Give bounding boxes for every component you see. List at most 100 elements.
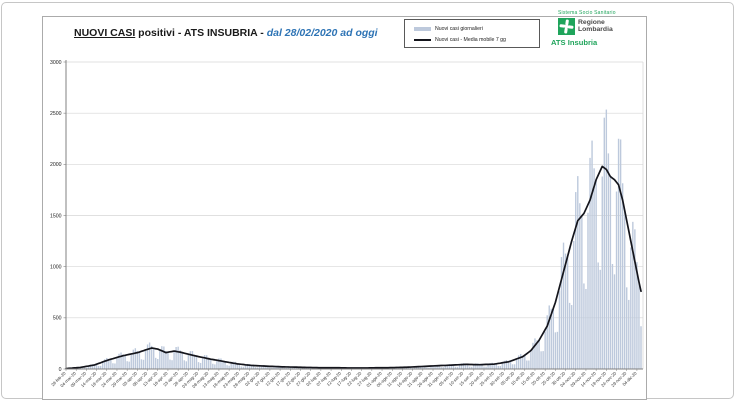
y-tick-label: 0 bbox=[59, 367, 62, 373]
y-tick-label: 1000 bbox=[50, 265, 62, 271]
daily-cases-bar bbox=[617, 138, 620, 369]
daily-cases-bar bbox=[234, 361, 236, 369]
daily-cases-bar bbox=[632, 221, 634, 369]
daily-cases-bar bbox=[163, 346, 165, 369]
regione-label: Regione bbox=[578, 18, 605, 26]
daily-cases-bar bbox=[169, 359, 171, 369]
daily-cases-bar bbox=[526, 360, 528, 369]
daily-cases-bar bbox=[83, 367, 86, 369]
daily-cases-bar bbox=[640, 326, 642, 369]
daily-cases-bar bbox=[279, 366, 281, 369]
daily-cases-bar bbox=[295, 367, 298, 369]
daily-cases-bar bbox=[208, 357, 210, 369]
brand-block: Sistema Socio Sanitario Regione Lombardi… bbox=[551, 10, 646, 47]
daily-cases-bar bbox=[95, 364, 98, 369]
daily-cases-bar bbox=[477, 363, 479, 369]
daily-cases-bar bbox=[546, 315, 548, 369]
daily-cases-bar bbox=[424, 366, 426, 369]
daily-cases-bar bbox=[538, 340, 540, 369]
daily-cases-bar bbox=[157, 358, 159, 369]
daily-cases-bar bbox=[126, 361, 128, 369]
daily-cases-bar bbox=[134, 348, 137, 369]
daily-cases-bar bbox=[517, 355, 520, 369]
daily-cases-bar bbox=[579, 203, 581, 369]
daily-cases-bar bbox=[224, 361, 226, 369]
daily-cases-bar bbox=[593, 168, 595, 369]
daily-cases-bar bbox=[175, 347, 177, 369]
daily-cases-bar bbox=[532, 342, 534, 369]
daily-cases-bar bbox=[613, 274, 616, 369]
daily-cases-bar bbox=[114, 363, 116, 369]
daily-cases-bar bbox=[81, 367, 84, 369]
daily-cases-bar bbox=[144, 350, 147, 369]
daily-cases-bar bbox=[142, 359, 145, 369]
daily-cases-bar bbox=[140, 359, 143, 369]
daily-cases-bar bbox=[544, 331, 546, 369]
daily-cases-bar bbox=[191, 350, 194, 369]
daily-cases-bar bbox=[520, 353, 522, 369]
daily-cases-bar bbox=[120, 352, 122, 369]
daily-cases-bar bbox=[185, 361, 187, 369]
daily-cases-bar bbox=[466, 364, 469, 369]
daily-cases-bar bbox=[161, 346, 163, 369]
daily-cases-bar bbox=[420, 365, 422, 369]
daily-cases-bar bbox=[499, 366, 502, 369]
daily-cases-bar bbox=[165, 350, 167, 369]
daily-cases-bar bbox=[450, 364, 453, 369]
title-date-range: dal 28/02/2020 ad oggi bbox=[266, 27, 378, 39]
daily-cases-bar bbox=[85, 367, 88, 369]
moving-average-line bbox=[65, 165, 642, 370]
daily-cases-bar bbox=[254, 367, 257, 369]
daily-cases-bar bbox=[515, 359, 518, 369]
regione-lombardia-wordmark: Regione Lombardia bbox=[578, 18, 613, 34]
daily-cases-bar bbox=[269, 367, 271, 369]
daily-cases-bar bbox=[493, 363, 495, 369]
daily-cases-bar bbox=[110, 359, 112, 369]
daily-cases-bar bbox=[454, 366, 457, 369]
daily-cases-bar bbox=[195, 356, 198, 369]
daily-cases-bar bbox=[577, 176, 579, 369]
title-main: NUOVI CASI bbox=[74, 27, 136, 39]
daily-cases-bar bbox=[91, 364, 94, 369]
daily-cases-bar bbox=[93, 364, 96, 369]
daily-cases-bar bbox=[564, 253, 567, 369]
daily-cases-bar bbox=[112, 363, 114, 369]
daily-cases-bar bbox=[507, 361, 510, 369]
daily-cases-bar bbox=[252, 365, 255, 369]
daily-cases-bar bbox=[570, 305, 573, 369]
daily-cases-bar bbox=[628, 299, 630, 369]
daily-cases-bar bbox=[609, 176, 612, 369]
daily-cases-bar bbox=[428, 367, 430, 369]
daily-cases-bar bbox=[511, 364, 514, 369]
legend: Nuovi casi giornalieri Nuovi casi - Medi… bbox=[404, 19, 540, 48]
daily-cases-bar bbox=[536, 340, 538, 369]
daily-cases-bar bbox=[481, 364, 483, 369]
daily-cases-bar bbox=[138, 352, 141, 369]
daily-cases-bar bbox=[411, 367, 414, 369]
daily-cases-bar bbox=[615, 191, 618, 369]
daily-cases-bar bbox=[436, 365, 438, 369]
daily-cases-bar bbox=[475, 363, 477, 369]
daily-cases-bar bbox=[214, 364, 216, 369]
daily-cases-bar bbox=[566, 256, 569, 369]
lombardia-label: Lombardia bbox=[578, 25, 613, 33]
daily-cases-bar bbox=[218, 358, 220, 369]
daily-cases-bar bbox=[554, 332, 557, 369]
daily-cases-bar bbox=[607, 153, 610, 369]
daily-cases-bar bbox=[238, 364, 241, 369]
daily-cases-bar bbox=[226, 365, 228, 369]
daily-cases-bar bbox=[87, 366, 90, 369]
daily-cases-bar bbox=[124, 355, 126, 369]
daily-cases-bar bbox=[464, 363, 467, 369]
daily-cases-bar bbox=[256, 367, 259, 369]
report-page bbox=[42, 16, 647, 400]
daily-cases-bar bbox=[273, 366, 275, 369]
daily-cases-bar bbox=[152, 348, 155, 369]
daily-cases-bar bbox=[189, 351, 192, 369]
daily-cases-bar bbox=[216, 360, 218, 369]
sistema-socio-sanitario-label: Sistema Socio Sanitario bbox=[558, 10, 616, 16]
daily-cases-bar bbox=[222, 360, 224, 369]
daily-cases-bar bbox=[422, 366, 424, 369]
daily-cases-bar bbox=[623, 210, 626, 369]
daily-cases-bar bbox=[285, 367, 287, 369]
